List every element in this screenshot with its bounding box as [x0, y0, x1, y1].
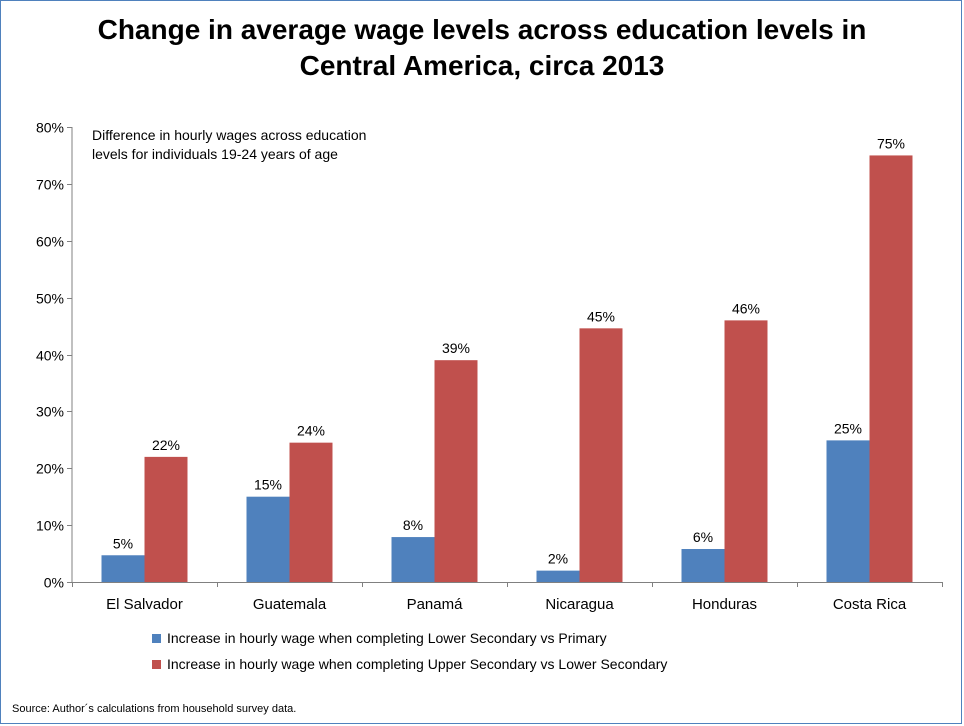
x-tick-label: Guatemala	[253, 596, 327, 613]
x-tick-label: Panamá	[407, 596, 464, 613]
data-label-series-1: 8%	[403, 517, 423, 533]
source-note: Source: Author´s calculations from house…	[12, 703, 297, 715]
y-tick-label: 70%	[36, 177, 64, 193]
y-tick-label: 0%	[44, 575, 64, 591]
data-label-series-2: 22%	[152, 437, 180, 453]
data-label-series-1: 2%	[548, 551, 568, 567]
y-tick-label: 80%	[36, 120, 64, 136]
chart-note-line-2: levels for individuals 19-24 years of ag…	[92, 146, 338, 162]
legend-item-series-1: Increase in hourly wage when completing …	[152, 628, 667, 648]
bar-series-1	[681, 549, 725, 582]
bar-series-1	[391, 537, 435, 582]
bar-series-2	[289, 442, 333, 582]
data-label-series-2: 46%	[732, 300, 760, 316]
legend-label-series-1: Increase in hourly wage when completing …	[167, 630, 607, 646]
bar-series-2	[869, 155, 913, 582]
bar-series-2	[434, 360, 478, 582]
chart-title: Change in average wage levels across edu…	[0, 12, 964, 84]
bar-series-1	[536, 570, 580, 582]
y-tick-label: 10%	[36, 518, 64, 534]
y-tick-label: 30%	[36, 404, 64, 420]
x-tick-label: Nicaragua	[545, 596, 614, 613]
data-label-series-2: 75%	[877, 135, 905, 151]
x-tick-label: Honduras	[692, 596, 757, 613]
data-label-series-2: 45%	[587, 308, 615, 324]
x-tick-label: El Salvador	[106, 596, 183, 613]
y-tick-label: 60%	[36, 234, 64, 250]
data-label-series-2: 24%	[297, 423, 325, 439]
legend-label-series-2: Increase in hourly wage when completing …	[167, 656, 668, 672]
x-tick-label: Costa Rica	[833, 596, 907, 613]
chart-title-line-1: Change in average wage levels across edu…	[97, 14, 867, 45]
legend: Increase in hourly wage when completing …	[152, 628, 667, 680]
bar-series-2	[144, 456, 188, 582]
chart-note: Difference in hourly wages across educat…	[92, 126, 366, 164]
y-tick-label: 40%	[36, 348, 64, 364]
bar-series-1	[101, 555, 145, 582]
data-label-series-2: 39%	[442, 340, 470, 356]
bar-series-2	[579, 328, 623, 582]
data-label-series-1: 5%	[113, 535, 133, 551]
data-label-series-1: 25%	[834, 420, 862, 436]
y-tick-label: 50%	[36, 291, 64, 307]
chart-title-line-2: Central America, circa 2013	[299, 50, 665, 81]
legend-swatch-series-1	[152, 633, 161, 643]
y-tick-label: 20%	[36, 461, 64, 477]
legend-swatch-series-2	[152, 659, 161, 669]
bar-series-2	[724, 320, 768, 582]
chart-note-line-1: Difference in hourly wages across educat…	[92, 127, 367, 143]
data-label-series-1: 15%	[254, 477, 282, 493]
bar-series-1	[826, 440, 870, 582]
data-label-series-1: 6%	[693, 529, 713, 545]
bar-series-1	[246, 496, 290, 582]
legend-item-series-2: Increase in hourly wage when completing …	[152, 654, 667, 674]
